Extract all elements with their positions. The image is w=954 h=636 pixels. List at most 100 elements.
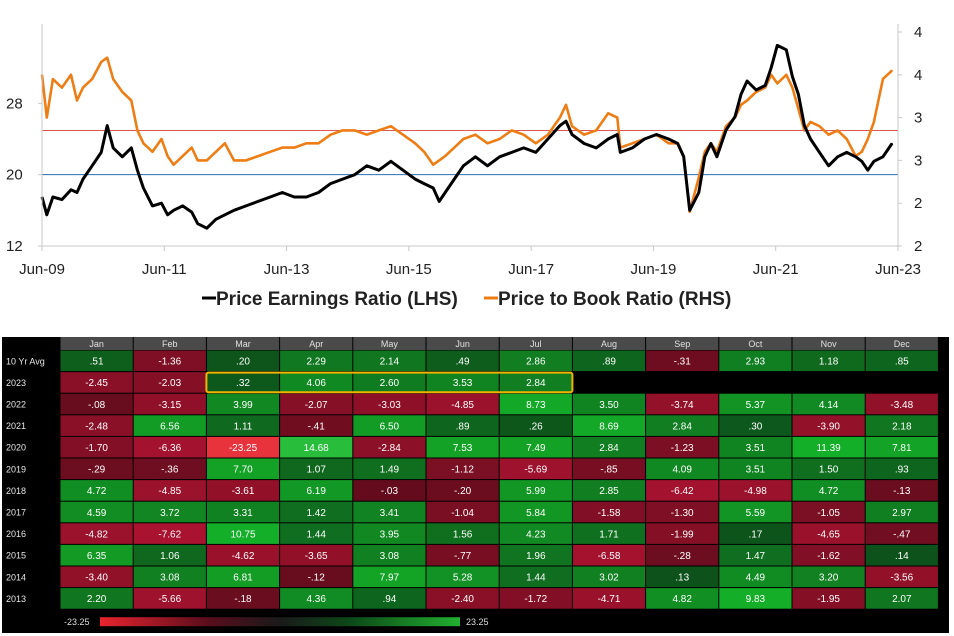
heatmap-cell-value: 10.75 <box>230 529 255 540</box>
pe-point <box>619 151 622 154</box>
highlight-box <box>205 371 574 394</box>
heatmap-cell-value: .49 <box>456 357 470 368</box>
heatmap-cell <box>133 372 206 393</box>
heatmap-cell <box>60 501 133 523</box>
heatmap-cell-value: -.85 <box>600 465 618 476</box>
pe-point <box>716 156 718 158</box>
pe-point <box>655 133 658 136</box>
pe-point <box>136 169 139 171</box>
heatmap-cell-value: -23.25 <box>229 443 258 454</box>
pe-point <box>106 124 108 127</box>
monthly-returns-heatmap: Jan Feb Mar Apr May Jun Jul Aug Sep Oct Nov Dec 10 Y… <box>2 337 949 633</box>
row-label: 10 Yr Avg <box>6 356 45 366</box>
pb-point <box>257 155 259 157</box>
heatmap-cell <box>280 544 353 566</box>
heatmap-cell <box>133 458 206 480</box>
heatmap-cell <box>646 480 719 501</box>
heatmap-cell-value: -.77 <box>454 551 472 562</box>
pb-point <box>607 112 609 115</box>
heatmap-cell <box>133 393 206 415</box>
pe-point <box>698 191 700 194</box>
heatmap-cell <box>499 393 572 415</box>
pe-point <box>305 196 308 198</box>
heatmap-cell-value: -.36 <box>161 465 179 476</box>
heatmap-cell-value: 3.31 <box>233 508 253 519</box>
heatmap-cell <box>133 566 206 588</box>
heatmap-cell-value: 1.47 <box>746 551 766 562</box>
pe-point <box>547 138 549 140</box>
heatmap-cell-value: .30 <box>748 421 762 432</box>
pe-point <box>836 156 839 158</box>
x-tick-label: Jun-19 <box>630 261 676 278</box>
pb-point <box>565 104 567 106</box>
heatmap-cell <box>646 458 719 480</box>
heatmap-cell <box>133 588 206 609</box>
pe-point <box>166 214 169 216</box>
heatmap-cell <box>646 588 719 609</box>
heatmap-cell <box>719 544 792 566</box>
pe-point <box>91 165 93 167</box>
heatmap-cell <box>792 523 865 544</box>
pb-point <box>836 129 839 132</box>
pb-point <box>378 129 380 132</box>
pb-point <box>498 138 501 140</box>
heatmap-cell-value: 3.72 <box>160 508 180 519</box>
heatmap-cell-value: 6.56 <box>160 421 180 432</box>
heatmap-cell <box>426 544 499 566</box>
heatmap-cell-value: 7.53 <box>453 443 473 454</box>
pb-point <box>818 125 821 127</box>
heatmap-cell <box>499 436 572 458</box>
column-header-cell <box>572 337 646 350</box>
heatmap-cell <box>572 436 646 458</box>
heatmap-cell <box>426 480 499 501</box>
pe-point <box>827 165 830 167</box>
pe-point <box>667 138 670 140</box>
heatmap-cell <box>792 544 865 566</box>
pe-point <box>565 120 567 122</box>
heatmap-cell <box>646 415 719 436</box>
heatmap-cell <box>719 523 792 544</box>
heatmap-cell-value: -7.62 <box>158 529 181 540</box>
heatmap-cell-value: -.13 <box>893 486 911 497</box>
heatmap-cell <box>353 544 426 566</box>
heatmap-cell <box>206 480 280 501</box>
heatmap-cell <box>646 393 719 415</box>
pe-point <box>142 187 145 189</box>
heatmap-cell <box>280 566 353 588</box>
heatmap-cell-value: 4.82 <box>672 594 692 605</box>
heatmap-cell-value: -.20 <box>454 486 472 497</box>
heatmap-cell <box>353 372 426 393</box>
heatmap-cell-value: -.47 <box>893 529 911 540</box>
heatmap-cell <box>792 436 865 458</box>
heatmap-cell <box>865 480 938 501</box>
pe-point <box>746 80 748 82</box>
heatmap-cell-value: -1.62 <box>817 551 840 562</box>
pb-point <box>432 163 435 166</box>
heatmap-cell <box>499 544 572 566</box>
heatmap-cell-value: 8.73 <box>526 400 546 411</box>
heatmap-cell <box>60 415 133 436</box>
pe-point <box>486 165 489 167</box>
heatmap-cell <box>280 523 353 544</box>
heatmap-cell-value: 3.08 <box>380 551 400 562</box>
heatmap-cell <box>280 480 353 501</box>
pe-point <box>734 115 736 118</box>
heatmap-cell-value: -1.04 <box>451 508 474 519</box>
column-header-label: Aug <box>601 339 617 349</box>
pe-point <box>688 209 691 212</box>
pe-point <box>616 133 619 136</box>
heatmap-cell-value: -2.48 <box>85 421 108 432</box>
pe-point <box>269 196 272 198</box>
heatmap-cell <box>280 393 353 415</box>
pb-point <box>269 151 272 153</box>
heatmap-cell <box>572 350 646 372</box>
series-line-price-earnings <box>40 43 894 230</box>
heatmap-cell <box>280 588 353 609</box>
pb-point <box>559 116 561 119</box>
heatmap-cell-value: 4.36 <box>306 594 326 605</box>
pe-point <box>510 151 513 154</box>
heatmap-cell <box>60 588 133 609</box>
heatmap-cell-value: 7.49 <box>526 443 546 454</box>
pb-point <box>151 151 154 153</box>
heatmap-cell <box>353 393 426 415</box>
